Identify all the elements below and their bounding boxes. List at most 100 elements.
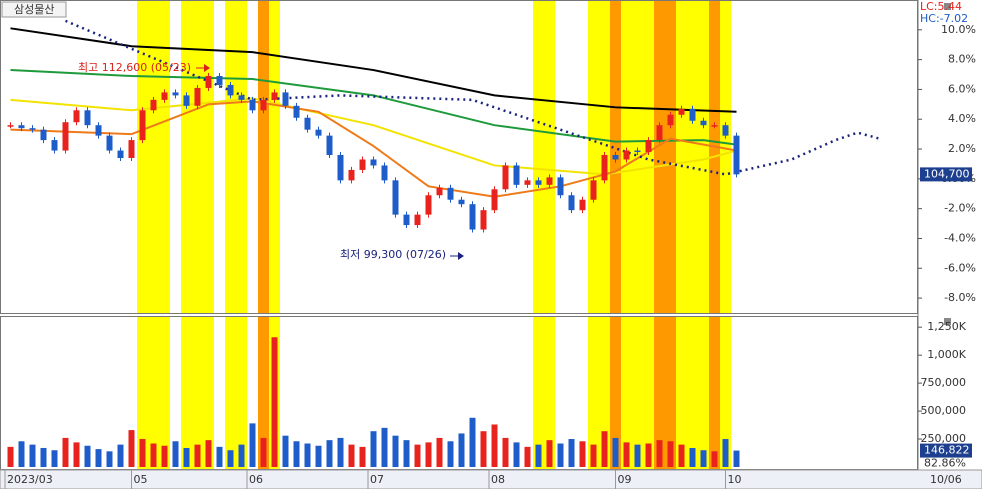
candle bbox=[601, 155, 608, 181]
signal-band bbox=[148, 317, 159, 470]
signal-band bbox=[610, 317, 621, 470]
candle bbox=[293, 105, 300, 118]
current-price-box bbox=[920, 167, 972, 182]
volume-bar bbox=[348, 444, 355, 467]
volume-bar bbox=[678, 444, 685, 467]
candle bbox=[370, 159, 377, 166]
candle bbox=[381, 165, 388, 181]
volume-bar bbox=[326, 440, 333, 467]
candle bbox=[326, 135, 333, 156]
candle bbox=[139, 110, 146, 141]
candle bbox=[590, 180, 597, 200]
volume-y-tick-label: 500,000 bbox=[921, 404, 967, 417]
volume-bar bbox=[7, 446, 14, 467]
volume-bar bbox=[370, 431, 377, 467]
y-tick-label: -4.0% bbox=[944, 231, 976, 244]
volume-bar bbox=[414, 444, 421, 467]
candle bbox=[546, 177, 553, 185]
signal-band bbox=[225, 1, 247, 313]
candle bbox=[436, 187, 443, 196]
y-tick-label: 6.0% bbox=[948, 82, 976, 95]
volume-bar bbox=[18, 441, 25, 467]
volume-bar bbox=[106, 451, 113, 467]
low-annotation: 최저 99,300 (07/26) bbox=[340, 248, 446, 261]
x-tick-label: 06 bbox=[249, 473, 263, 486]
volume-bar bbox=[381, 427, 388, 467]
volume-bar bbox=[722, 439, 729, 467]
candle bbox=[18, 125, 25, 129]
volume-bar bbox=[579, 441, 586, 467]
candle bbox=[106, 135, 113, 151]
panel-button[interactable] bbox=[944, 318, 951, 325]
volume-bar bbox=[634, 444, 641, 467]
volume-bar bbox=[656, 440, 663, 467]
candle bbox=[623, 150, 630, 160]
average-line bbox=[10, 27, 737, 113]
volume-bar bbox=[183, 447, 190, 467]
volume-bar bbox=[700, 450, 707, 467]
signal-band bbox=[709, 317, 720, 470]
volume-bar bbox=[194, 444, 201, 467]
average-line bbox=[65, 19, 880, 176]
y-tick-label: -8.0% bbox=[944, 291, 976, 304]
signal-band bbox=[137, 1, 148, 313]
volume-ratio-label: 82.86% bbox=[924, 457, 966, 470]
volume-bar bbox=[645, 443, 652, 467]
candle bbox=[689, 108, 696, 121]
candle bbox=[7, 125, 14, 127]
volume-bar bbox=[623, 442, 630, 467]
volume-bar bbox=[469, 417, 476, 467]
candle bbox=[447, 187, 454, 200]
volume-bar bbox=[139, 439, 146, 467]
candle bbox=[51, 140, 58, 151]
x-axis-strip bbox=[0, 469, 982, 489]
volume-bar bbox=[557, 443, 564, 467]
end-date-label: 10/06 bbox=[930, 473, 962, 486]
y-tick-label: 10.0% bbox=[941, 23, 976, 36]
candle bbox=[315, 129, 322, 136]
panel-button[interactable] bbox=[944, 3, 951, 10]
volume-bar bbox=[436, 437, 443, 467]
candle bbox=[84, 110, 91, 126]
volume-bar bbox=[216, 446, 223, 467]
candle bbox=[249, 99, 256, 111]
candle bbox=[216, 76, 223, 85]
candle bbox=[282, 92, 289, 106]
candle bbox=[205, 76, 212, 88]
high-arrow-head bbox=[204, 64, 210, 72]
volume-bar bbox=[601, 431, 608, 467]
volume-bar bbox=[304, 443, 311, 467]
candle bbox=[711, 125, 718, 127]
candle bbox=[700, 120, 707, 126]
candle bbox=[579, 199, 586, 211]
volume-bar bbox=[249, 423, 256, 467]
candle bbox=[392, 180, 399, 215]
low-arrow-head bbox=[458, 252, 464, 260]
title: 삼성물산 bbox=[14, 3, 54, 16]
candle bbox=[722, 125, 729, 136]
average-line bbox=[10, 100, 737, 198]
volume-bar bbox=[535, 444, 542, 467]
volume-bar bbox=[62, 437, 69, 467]
candle bbox=[502, 165, 509, 190]
y-tick-label: 4.0% bbox=[948, 112, 976, 125]
volume-bar bbox=[447, 441, 454, 467]
y-tick-label: 2.0% bbox=[948, 142, 976, 155]
title-box[interactable] bbox=[1, 1, 67, 18]
x-tick-label: 07 bbox=[370, 473, 384, 486]
volume-y-tick-label: 1,000K bbox=[927, 348, 966, 361]
volume-bar bbox=[227, 450, 234, 467]
volume-bar bbox=[40, 447, 47, 467]
candle bbox=[645, 140, 652, 153]
candle bbox=[29, 128, 36, 130]
signal-band bbox=[225, 317, 247, 470]
volume-bar bbox=[271, 337, 278, 467]
volume-bar bbox=[51, 450, 58, 467]
volume-bar bbox=[293, 441, 300, 467]
volume-bar bbox=[95, 449, 102, 467]
candle bbox=[150, 99, 157, 111]
candle bbox=[183, 95, 190, 106]
volume-bar bbox=[733, 450, 740, 467]
candle bbox=[678, 108, 685, 115]
